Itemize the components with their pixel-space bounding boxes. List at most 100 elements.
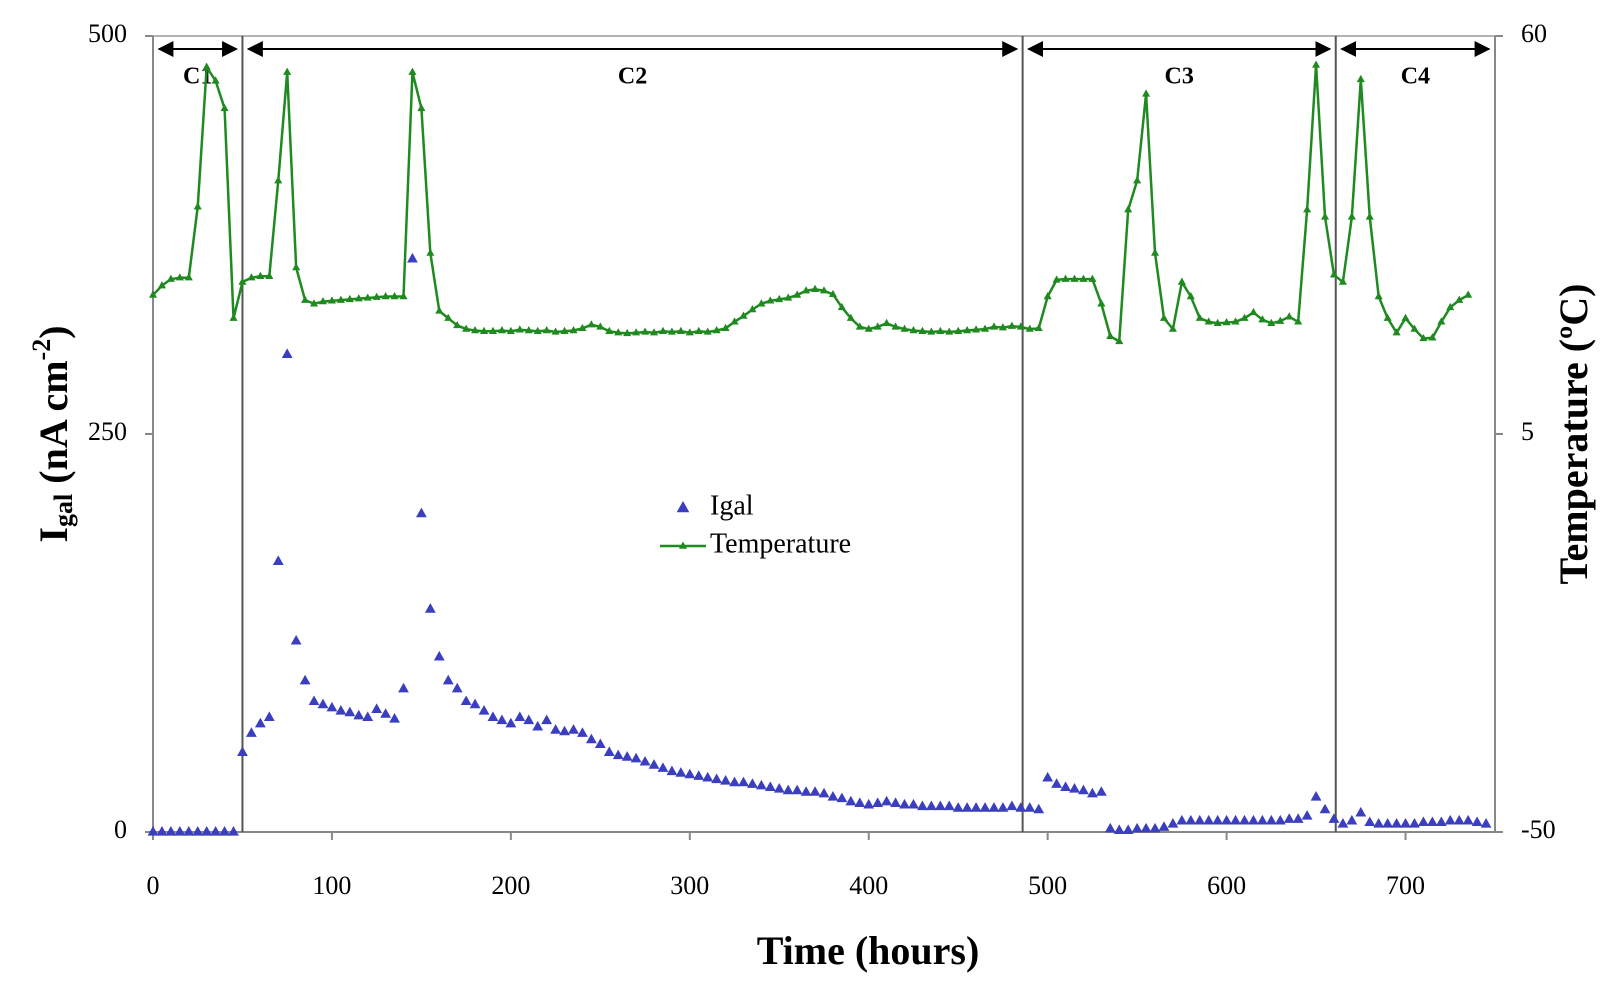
data-point bbox=[802, 286, 811, 294]
data-point bbox=[846, 313, 855, 321]
y2-tick-label: -50 bbox=[1521, 815, 1556, 844]
data-point bbox=[514, 711, 526, 721]
data-point bbox=[578, 323, 587, 332]
data-point bbox=[1471, 816, 1483, 827]
data-point bbox=[1213, 318, 1222, 326]
data-point bbox=[1133, 176, 1142, 184]
data-point bbox=[747, 778, 758, 788]
data-point bbox=[703, 327, 712, 335]
data-point bbox=[748, 305, 757, 313]
data-point bbox=[462, 324, 471, 332]
data-point bbox=[408, 67, 417, 75]
x-tick-label: 500 bbox=[1028, 871, 1067, 900]
data-point bbox=[1240, 313, 1249, 321]
data-point bbox=[1149, 822, 1161, 833]
data-point bbox=[1006, 800, 1018, 811]
data-point bbox=[533, 326, 542, 334]
data-point bbox=[1015, 802, 1027, 812]
data-point bbox=[863, 798, 875, 809]
data-point bbox=[471, 326, 480, 334]
y-axis-title: Igal (nA cm-2) bbox=[27, 325, 78, 542]
data-point bbox=[451, 682, 463, 693]
data-point bbox=[1150, 248, 1160, 256]
data-point bbox=[1409, 818, 1420, 828]
data-point bbox=[542, 326, 551, 334]
data-point bbox=[246, 727, 257, 737]
data-point bbox=[1319, 803, 1331, 814]
data-point bbox=[988, 802, 1000, 812]
data-point bbox=[784, 293, 793, 301]
data-point bbox=[757, 299, 766, 307]
data-point bbox=[1337, 818, 1349, 828]
data-point bbox=[147, 826, 159, 836]
data-point bbox=[908, 798, 919, 809]
data-point bbox=[1212, 814, 1224, 825]
data-point bbox=[1097, 299, 1106, 307]
data-point bbox=[1446, 302, 1455, 311]
data-point bbox=[1195, 313, 1204, 321]
data-point bbox=[694, 326, 703, 334]
data-point bbox=[1176, 814, 1188, 825]
data-point bbox=[845, 795, 857, 806]
data-point bbox=[1159, 313, 1169, 321]
data-point bbox=[1186, 292, 1195, 300]
data-point bbox=[559, 725, 570, 736]
y-tick-label: 500 bbox=[88, 19, 127, 48]
y-tick-label: 0 bbox=[114, 815, 127, 844]
data-point bbox=[1052, 275, 1061, 283]
series-line bbox=[152, 63, 1469, 344]
data-point bbox=[201, 826, 213, 836]
data-point bbox=[478, 705, 490, 715]
data-point bbox=[585, 733, 597, 744]
data-point bbox=[228, 826, 239, 836]
data-point bbox=[819, 286, 829, 294]
data-point bbox=[363, 293, 372, 301]
data-point bbox=[283, 67, 292, 75]
data-point bbox=[1426, 816, 1438, 827]
data-point bbox=[872, 797, 884, 807]
data-point bbox=[1043, 292, 1052, 300]
data-point bbox=[1061, 274, 1070, 282]
data-point bbox=[918, 326, 927, 334]
data-point bbox=[1104, 822, 1116, 833]
y2-axis-title: Temperature (ºC) bbox=[1551, 284, 1596, 585]
data-point bbox=[739, 311, 748, 319]
data-point bbox=[399, 292, 408, 300]
data-point bbox=[657, 762, 669, 772]
y-tick-label: 250 bbox=[88, 417, 127, 446]
y-axis-title-part: (nA cm bbox=[31, 360, 76, 493]
data-point bbox=[193, 202, 202, 210]
x-tick-label: 600 bbox=[1207, 871, 1246, 900]
data-point bbox=[380, 708, 392, 718]
data-point bbox=[265, 271, 274, 279]
data-point bbox=[372, 292, 381, 300]
data-point bbox=[827, 790, 839, 801]
data-point bbox=[148, 290, 158, 298]
data-point bbox=[684, 768, 696, 779]
data-point bbox=[308, 695, 320, 706]
data-point bbox=[764, 781, 776, 792]
data-point bbox=[891, 322, 900, 330]
data-point bbox=[1285, 312, 1294, 320]
data-point bbox=[775, 294, 784, 303]
data-point bbox=[587, 320, 596, 328]
data-point bbox=[238, 277, 247, 285]
data-point bbox=[219, 826, 230, 836]
data-point bbox=[899, 798, 910, 809]
x-tick-label: 0 bbox=[147, 871, 160, 900]
data-point bbox=[272, 555, 284, 565]
data-point bbox=[336, 295, 345, 303]
data-point bbox=[1365, 212, 1374, 220]
data-point bbox=[1364, 816, 1376, 827]
x-tick-label: 300 bbox=[670, 871, 709, 900]
data-point bbox=[299, 674, 311, 685]
data-point bbox=[961, 802, 973, 812]
data-point bbox=[943, 800, 955, 811]
data-point bbox=[444, 313, 453, 321]
data-point bbox=[729, 776, 740, 787]
data-point bbox=[936, 326, 945, 334]
data-point bbox=[247, 273, 256, 281]
data-point bbox=[980, 324, 990, 332]
data-point bbox=[1410, 324, 1419, 332]
